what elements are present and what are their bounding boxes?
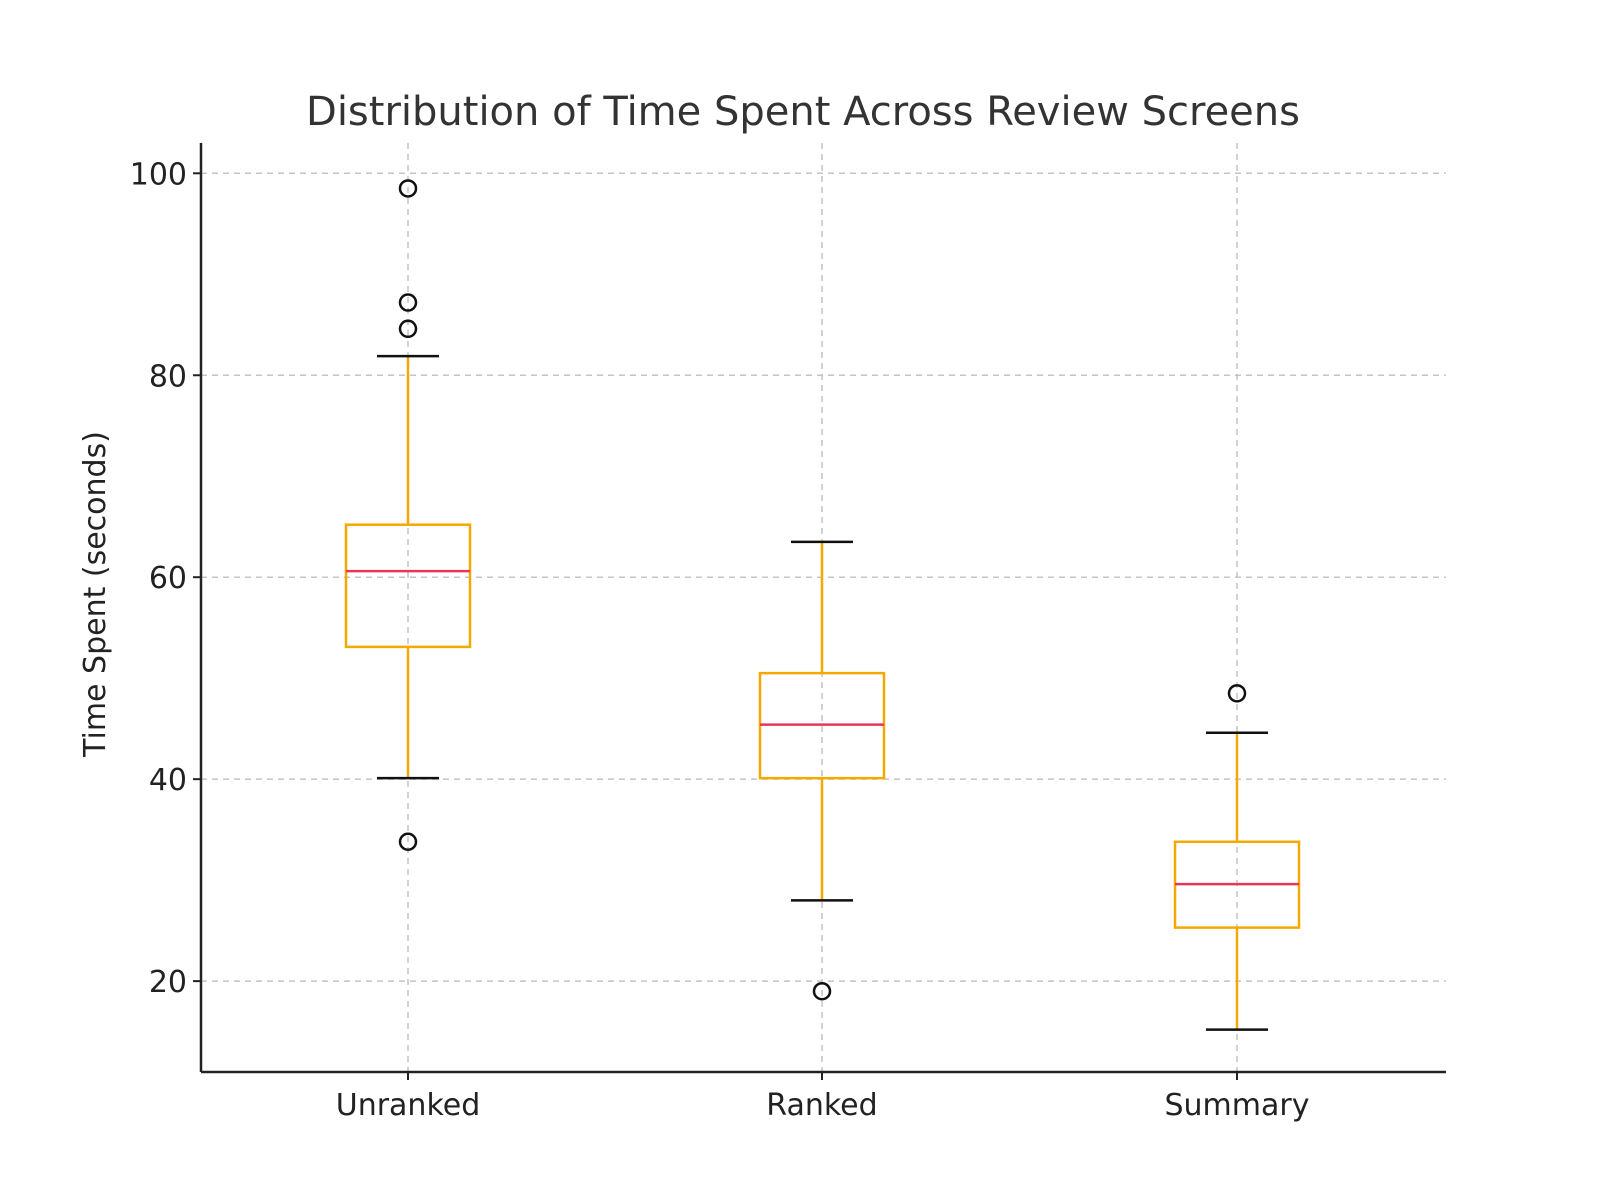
y-tick-label-100: 100 bbox=[130, 157, 187, 192]
y-tick-label-40: 40 bbox=[149, 763, 187, 798]
y-tick-label-60: 60 bbox=[149, 561, 187, 596]
outlier-point-unranked-3 bbox=[398, 319, 418, 339]
y-tick-label-20: 20 bbox=[149, 965, 187, 1000]
box-iqr-unranked bbox=[344, 523, 472, 649]
chart-title: Distribution of Time Spent Across Review… bbox=[306, 89, 1300, 135]
x-tick-label-unranked: Unranked bbox=[336, 1088, 481, 1123]
outlier-point-unranked-1 bbox=[398, 179, 418, 198]
x-tick-label-ranked: Ranked bbox=[766, 1088, 877, 1123]
x-tick-label-summary: Summary bbox=[1165, 1088, 1310, 1123]
outlier-point-ranked-1 bbox=[812, 981, 832, 1001]
y-tick-label-80: 80 bbox=[149, 359, 187, 394]
box-group-ranked bbox=[758, 540, 886, 1001]
axes bbox=[193, 143, 1446, 1080]
outlier-point-unranked-2 bbox=[398, 293, 418, 312]
outlier-point-summary-1 bbox=[1227, 684, 1247, 703]
outlier-point-unranked-4 bbox=[398, 832, 418, 852]
tick-labels: 20 40 60 80 100 Unranked Ranked Summary bbox=[130, 157, 1310, 1123]
y-axis-label: Time Spent (seconds) bbox=[78, 431, 113, 758]
grid-lines bbox=[201, 143, 1446, 1072]
box-group-unranked bbox=[344, 179, 472, 852]
boxes bbox=[344, 179, 1301, 1031]
box-group-summary bbox=[1173, 684, 1301, 1031]
